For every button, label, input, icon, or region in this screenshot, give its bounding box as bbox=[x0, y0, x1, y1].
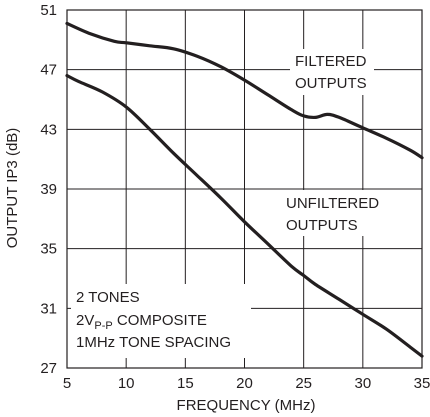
tick-labels: 5 10 15 20 25 30 35 27 31 35 39 43 47 51 bbox=[40, 2, 430, 392]
plot-frame bbox=[66, 9, 423, 369]
y-tick-label: 27 bbox=[40, 360, 57, 377]
y-tick-label: 35 bbox=[40, 241, 57, 258]
unfiltered-label-line-2: OUTPUTS bbox=[286, 217, 358, 234]
unfiltered-outputs-line bbox=[65, 74, 424, 358]
x-tick-label: 20 bbox=[236, 375, 253, 392]
x-tick-label: 15 bbox=[177, 375, 194, 392]
y-tick-label: 47 bbox=[40, 62, 57, 79]
y-axis-title: OUTPUT IP3 (dB) bbox=[4, 128, 21, 249]
y-tick-label: 43 bbox=[40, 121, 57, 138]
x-axis-title: FREQUENCY (MHz) bbox=[177, 397, 316, 414]
filtered-outputs-line bbox=[65, 21, 424, 160]
unfiltered-label: UNFILTERED OUTPUTS bbox=[281, 190, 387, 236]
filtered-label: FILTERED OUTPUTS bbox=[290, 49, 374, 95]
y-tick-label: 39 bbox=[40, 181, 57, 198]
conditions-annotation: 2 TONES 2VP-P COMPOSITE 1MHz TONE SPACIN… bbox=[71, 284, 251, 358]
x-tick-label: 10 bbox=[118, 375, 135, 392]
filtered-label-line-2: OUTPUTS bbox=[295, 75, 367, 92]
x-tick-label: 35 bbox=[414, 375, 430, 392]
y-tick-label: 31 bbox=[40, 300, 57, 317]
annotation-line-1: 2 TONES bbox=[76, 289, 140, 306]
series-lines bbox=[65, 21, 424, 358]
y-tick-label: 51 bbox=[40, 2, 57, 19]
x-tick-label: 5 bbox=[63, 375, 71, 392]
x-tick-label: 30 bbox=[354, 375, 371, 392]
annotation-line-3: 1MHz TONE SPACING bbox=[76, 334, 231, 351]
unfiltered-label-line-1: UNFILTERED bbox=[286, 195, 379, 212]
filtered-label-line-1: FILTERED bbox=[295, 53, 367, 70]
x-tick-label: 25 bbox=[295, 375, 312, 392]
